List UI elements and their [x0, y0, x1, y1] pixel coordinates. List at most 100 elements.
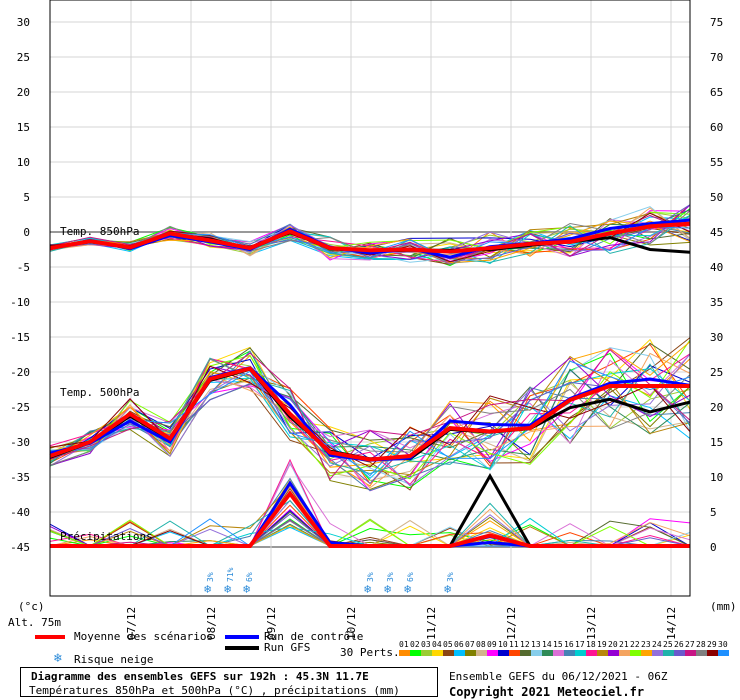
pert-number-label: 17: [575, 640, 585, 649]
left-tick-label: 10: [17, 156, 30, 169]
pert-number-label: 30: [718, 640, 728, 649]
main-series-lines: [49, 218, 691, 548]
perturbation-line: [49, 492, 690, 547]
left-axis-unit: (°c): [18, 600, 45, 613]
gfs-swatch: [225, 646, 259, 650]
pert-color-swatch: [410, 650, 421, 656]
left-tick-label: 20: [17, 86, 30, 99]
right-tick-label: 15: [710, 436, 723, 449]
precip-panel-label: Précipitations: [60, 530, 153, 543]
pert-number-label: 20: [608, 640, 618, 649]
right-axis-unit: (mm): [710, 600, 737, 613]
pert-number-label: 02: [410, 640, 420, 649]
pert-color-swatch: [652, 650, 663, 656]
left-tick-label: -10: [10, 296, 30, 309]
left-tick-label: -30: [10, 436, 30, 449]
pert-color-swatch: [454, 650, 465, 656]
pert-color-swatch: [520, 650, 531, 656]
pert-number-label: 29: [707, 640, 717, 649]
right-tick-label: 0: [710, 541, 717, 554]
pert-number-label: 15: [553, 640, 563, 649]
grid: [49, 0, 690, 596]
right-tick-label: 25: [710, 366, 723, 379]
snow-risk-percent: 3%: [366, 572, 375, 582]
pert-color-swatch: [432, 650, 443, 656]
pert-number-label: 28: [696, 640, 706, 649]
pert-number-label: 09: [487, 640, 497, 649]
pert-number-label: 24: [652, 640, 662, 649]
pert-color-swatch: [421, 650, 432, 656]
snow-legend-label: Risque neige: [74, 653, 154, 666]
moyenne-des-sc-narios-precip-line: [50, 490, 690, 548]
perts-legend-label: 30 Perts.: [340, 646, 400, 659]
pert-number-label: 14: [542, 640, 552, 649]
pert-number-label: 07: [465, 640, 475, 649]
left-tick-label: -20: [10, 366, 30, 379]
pert-number-label: 27: [685, 640, 695, 649]
pert-color-swatch: [465, 650, 476, 656]
pert-number-label: 26: [674, 640, 684, 649]
perturbation-line: [49, 355, 691, 476]
date-tick-label: 10/12: [345, 607, 358, 640]
perturbation-line: [49, 377, 691, 491]
right-tick-label: 35: [710, 296, 723, 309]
right-tick-label: 40: [710, 261, 723, 274]
pert-number-label: 11: [509, 640, 519, 649]
pert-color-swatch: [498, 650, 509, 656]
perturbation-line: [49, 360, 691, 477]
pert-color-swatch: [707, 650, 718, 656]
pert-color-swatch: [531, 650, 542, 656]
pert-number-label: 23: [641, 640, 651, 649]
pert-color-swatch: [487, 650, 498, 656]
perturbation-line: [49, 350, 691, 492]
snow-risk-percent: 3%: [446, 572, 455, 582]
pert-number-label: 21: [619, 640, 629, 649]
perturbation-line: [49, 348, 691, 481]
perturbation-line: [49, 353, 691, 487]
left-tick-label: 0: [23, 226, 30, 239]
left-tick-label: -35: [10, 471, 30, 484]
left-tick-label: 15: [17, 121, 30, 134]
snowflake-icon: ❄: [224, 582, 231, 596]
altitude-label: Alt. 75m: [8, 616, 61, 629]
snowflake-icon: ❄: [54, 651, 62, 666]
pert-color-swatch: [399, 650, 410, 656]
control-legend-label: Run de contrôle: [264, 630, 364, 643]
pert-number-label: 03: [421, 640, 431, 649]
pert-color-swatch: [564, 650, 575, 656]
pert-number-label: 22: [630, 640, 640, 649]
right-tick-label: 70: [710, 51, 723, 64]
pert-color-swatch: [641, 650, 652, 656]
perturbation-line: [49, 220, 691, 264]
pert-color-swatch: [630, 650, 641, 656]
pert-color-swatch: [476, 650, 487, 656]
pert-number-label: 10: [498, 640, 508, 649]
snowflake-icon: ❄: [364, 582, 371, 596]
footer-run-info: Ensemble GEFS du 06/12/2021 - 06Z: [449, 670, 668, 683]
pert-color-swatch: [718, 650, 729, 656]
pert-color-swatch: [696, 650, 707, 656]
date-axis-labels: 07/12 08/12 09/12 10/12 11/12 12/12 13/12 14/12: [125, 607, 678, 640]
pert-number-label: 08: [476, 640, 486, 649]
moyenne-des-sc-narios-t850-line: [49, 221, 691, 254]
pert-color-swatch: [509, 650, 520, 656]
pert-color-swatch: [674, 650, 685, 656]
pert-color-swatch: [553, 650, 564, 656]
footer-subtitle: Températures 850hPa et 500hPa (°C) , pré…: [29, 684, 400, 697]
right-tick-label: 5: [710, 506, 717, 519]
snow-risk-percent: 3%: [206, 572, 215, 582]
snowflake-icon: ❄: [243, 582, 250, 596]
perturbation-line: [49, 365, 691, 468]
right-tick-label: 65: [710, 86, 723, 99]
date-tick-label: 09/12: [265, 607, 278, 640]
control-swatch: [225, 635, 259, 639]
left-tick-label: -45: [10, 541, 30, 554]
pert-color-swatch: [619, 650, 630, 656]
date-tick-label: 14/12: [665, 607, 678, 640]
right-tick-label: 75: [710, 16, 723, 29]
snow-risk-markers: 3%❄71%❄6%❄3%❄3%❄6%❄3%❄: [204, 567, 455, 596]
right-tick-label: 60: [710, 121, 723, 134]
left-tick-label: -25: [10, 401, 30, 414]
